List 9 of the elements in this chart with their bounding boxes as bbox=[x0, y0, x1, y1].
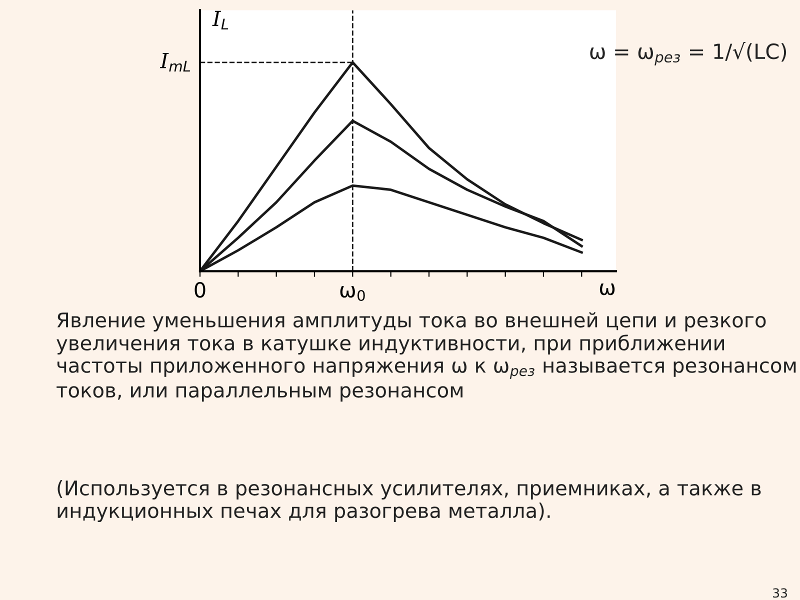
y-axis-title: I$_{L}$ bbox=[212, 10, 228, 30]
text: Явление уменьшения амплитуды тока во внешней цепи и резкого увеличения тока в катушке индуктивности, при приближении частоты приложенного напряжения ω к ω$_{рез}$ называется резонансом токов, или параллельным резонансом bbox=[56, 312, 796, 402]
x-axis-title: ω bbox=[600, 283, 615, 296]
text: (Используется в резонансных усилителях, приемниках, а также в индукционных печах для разогрева металла). bbox=[58, 480, 761, 522]
x-tick-label: ω$_{0}$ bbox=[340, 286, 365, 302]
text: 33 bbox=[773, 588, 787, 598]
ref-line-label: I$_{mL}$ bbox=[160, 52, 190, 72]
x-tick-label: 0 bbox=[194, 282, 206, 298]
annotation: ω = ω$_{рез}$ = 1/√(LC) bbox=[590, 42, 786, 66]
